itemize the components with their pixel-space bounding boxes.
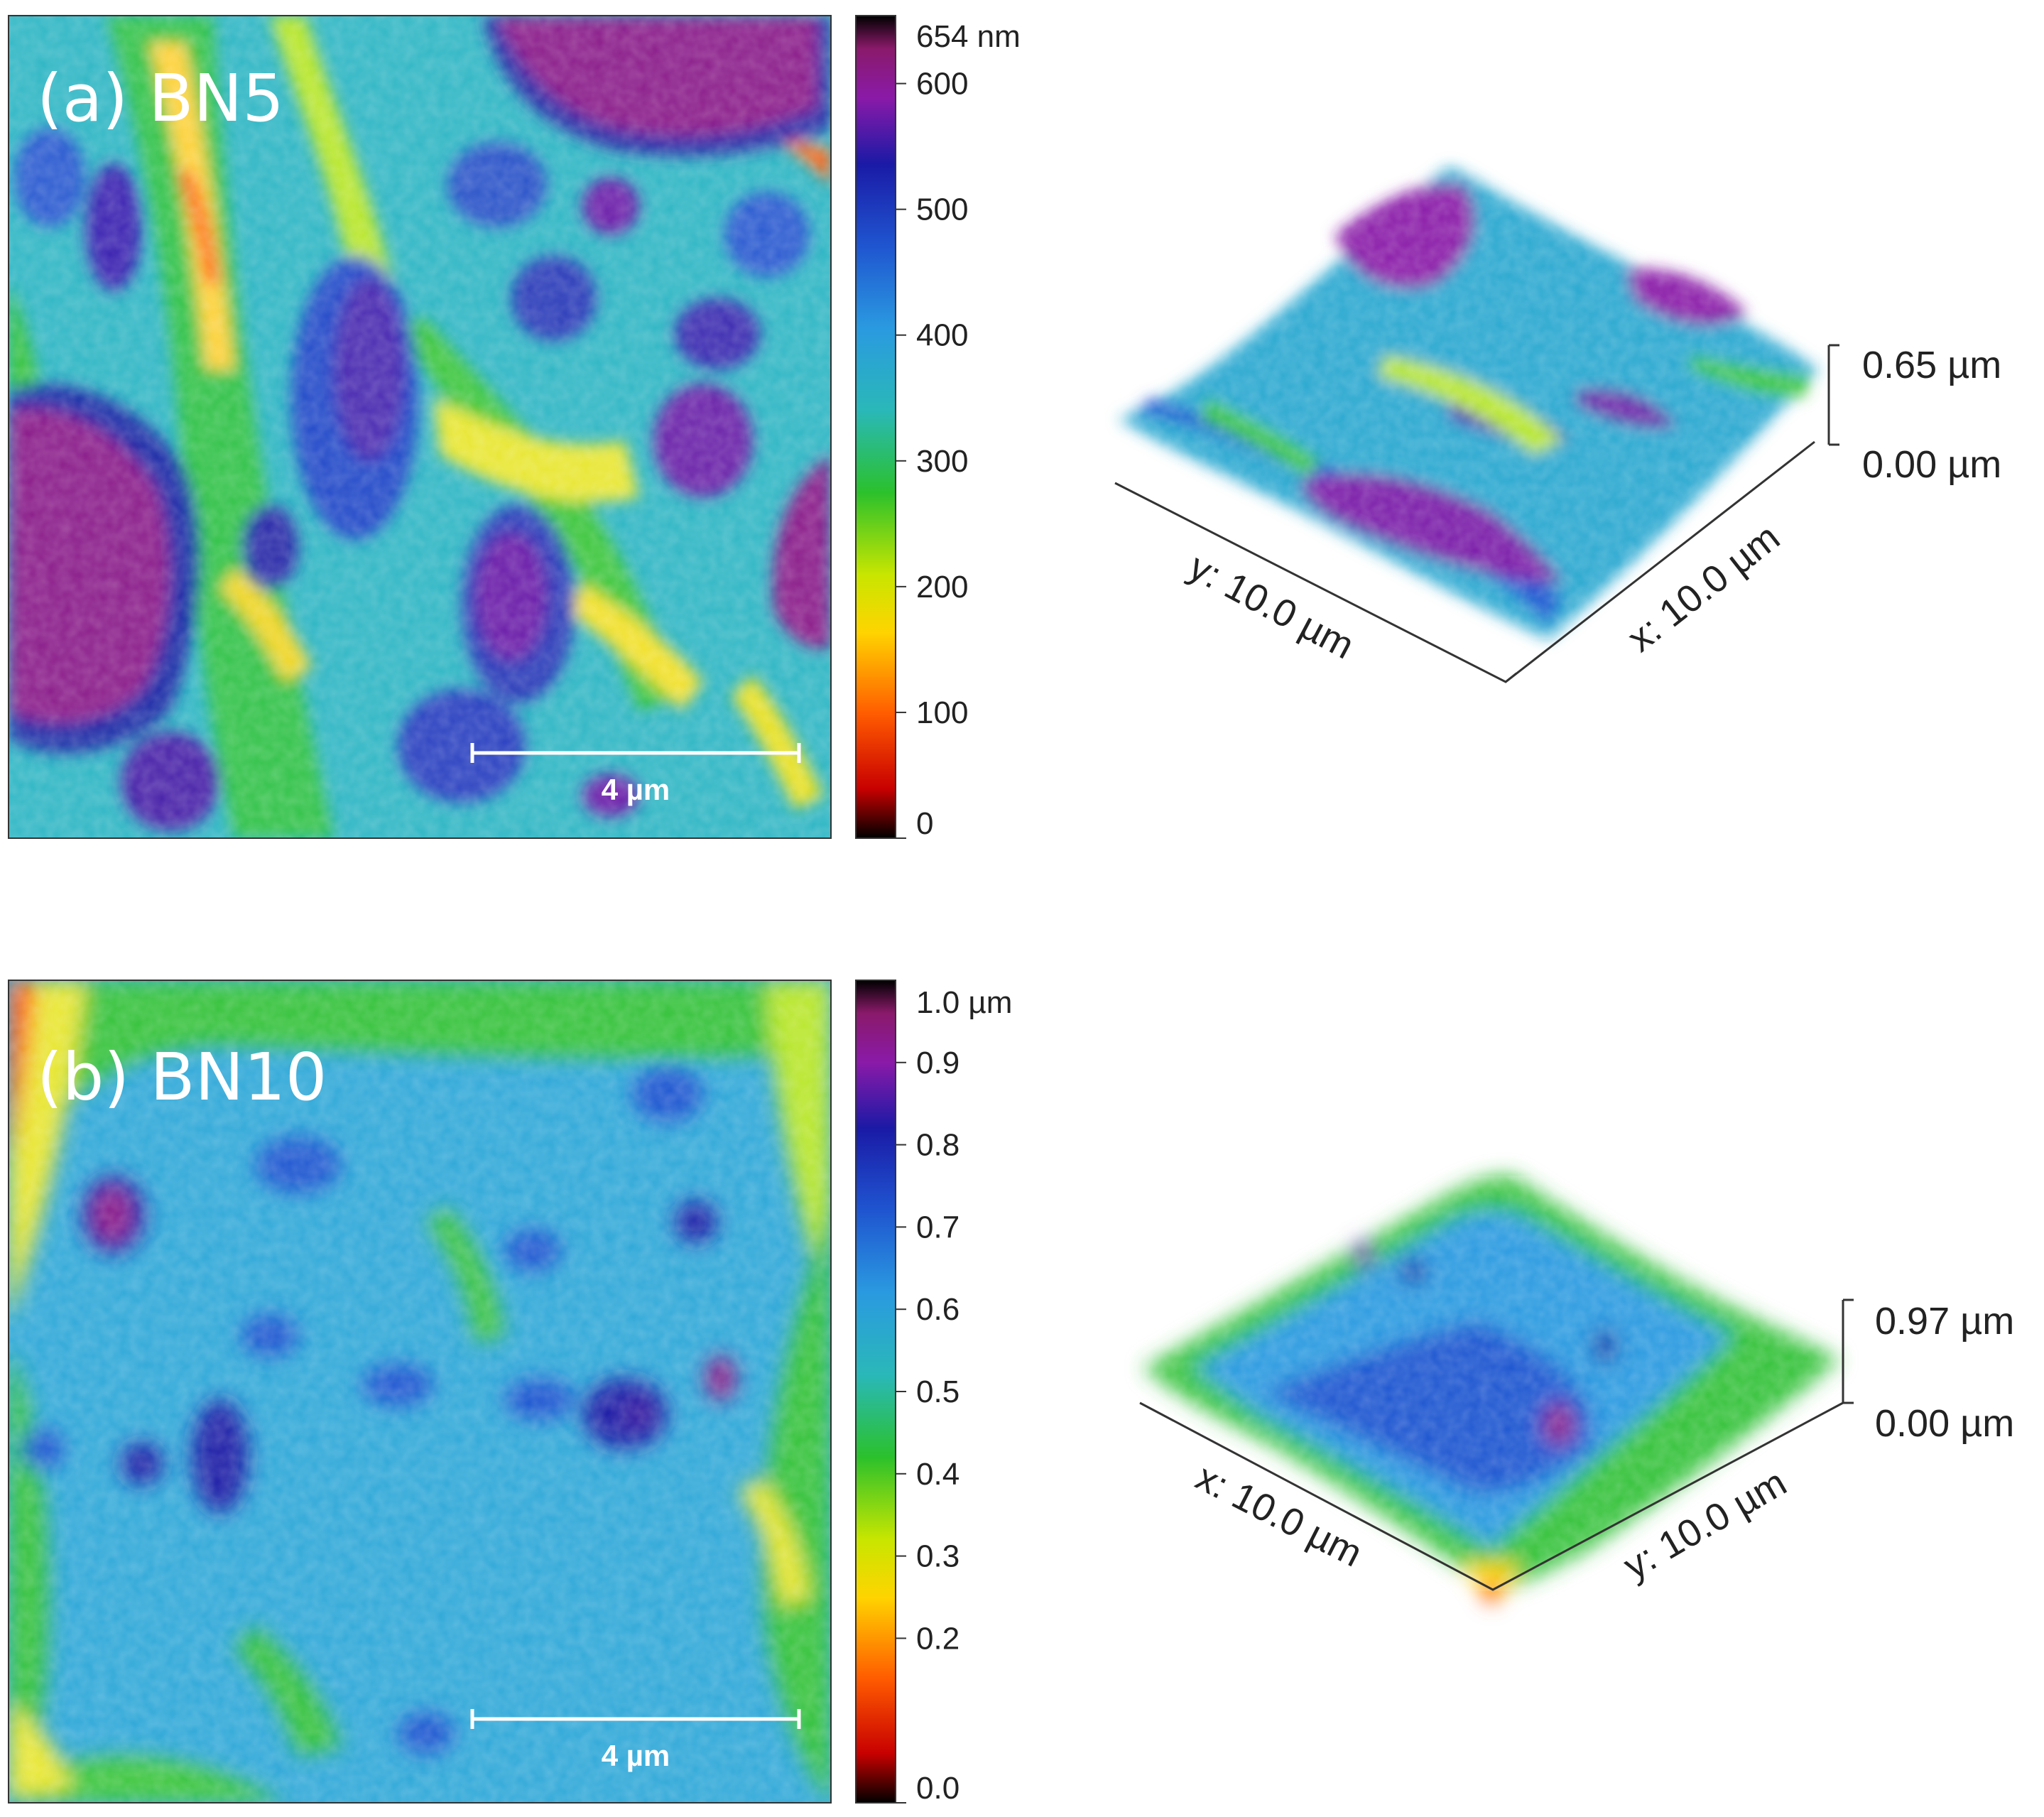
panel-b-surface-3d: 0.97 µm 0.00 µm x: 10.0 µm y: 10.0 µm	[1139, 1176, 2014, 1607]
colorbar-tick-label: 0	[916, 806, 933, 841]
panel-b-z-min-label: 0.00 µm	[1875, 1402, 2014, 1445]
colorbar-tick-label: 500	[916, 192, 968, 227]
panel-b-scale-bar-label: 4 µm	[602, 1739, 670, 1772]
panel-a-surface-3d: 0.65 µm 0.00 µm y: 10.0 µm x: 10.0 µm	[1114, 167, 2001, 683]
panel-a-height-map: (a) BN5 4 µm	[8, 15, 832, 839]
colorbar-tick-label: 100	[916, 695, 968, 730]
panel-b-title: (b) BN10	[37, 1039, 327, 1115]
panel-a-title: (a) BN5	[37, 60, 284, 136]
colorbar-tick-label: 0.5	[916, 1374, 960, 1409]
colorbar-tick-label: 0.8	[916, 1128, 960, 1163]
colorbar-tick-label: 0.0	[916, 1771, 960, 1806]
panel-b-height-map: (b) BN10 4 µm	[8, 980, 832, 1804]
colorbar-tick-label: 0.7	[916, 1210, 960, 1244]
panel-b-scale-bar: 4 µm	[470, 1709, 801, 1772]
panel-b-colorbar-ticks: 0.9 0.8 0.7 0.6 0.5 0.4 0.3 0.2 0.0	[896, 1046, 960, 1806]
panel-a-z-min-label: 0.00 µm	[1862, 443, 2001, 486]
panel-a-colorbar-max-label: 654 nm	[916, 19, 1021, 54]
panel-a-colorbar: 600 500 400 300 200 100 0 654 nm	[855, 15, 1021, 841]
colorbar-tick-label: 0.9	[916, 1046, 960, 1080]
colorbar-tick-label: 0.6	[916, 1292, 960, 1327]
panel-a-z-max-label: 0.65 µm	[1862, 344, 2001, 386]
colorbar-tick-label: 400	[916, 318, 968, 353]
colorbar-tick-label: 0.3	[916, 1539, 960, 1574]
panel-b-z-max-label: 0.97 µm	[1875, 1300, 2014, 1343]
colorbar-tick-label: 0.2	[916, 1621, 960, 1656]
colorbar-tick-label: 200	[916, 570, 968, 604]
panel-a-scale-bar: 4 µm	[470, 743, 801, 806]
panel-a-scale-bar-label: 4 µm	[602, 773, 670, 806]
panel-a-colorbar-ticks: 600 500 400 300 200 100 0	[896, 67, 968, 841]
panel-b-colorbar: 0.9 0.8 0.7 0.6 0.5 0.4 0.3 0.2 0.0 1.0 µm	[855, 980, 1012, 1806]
colorbar-tick-label: 600	[916, 67, 968, 102]
colorbar-tick-label: 0.4	[916, 1457, 960, 1492]
panel-b-colorbar-max-label: 1.0 µm	[916, 985, 1012, 1020]
colorbar-tick-label: 300	[916, 444, 968, 479]
